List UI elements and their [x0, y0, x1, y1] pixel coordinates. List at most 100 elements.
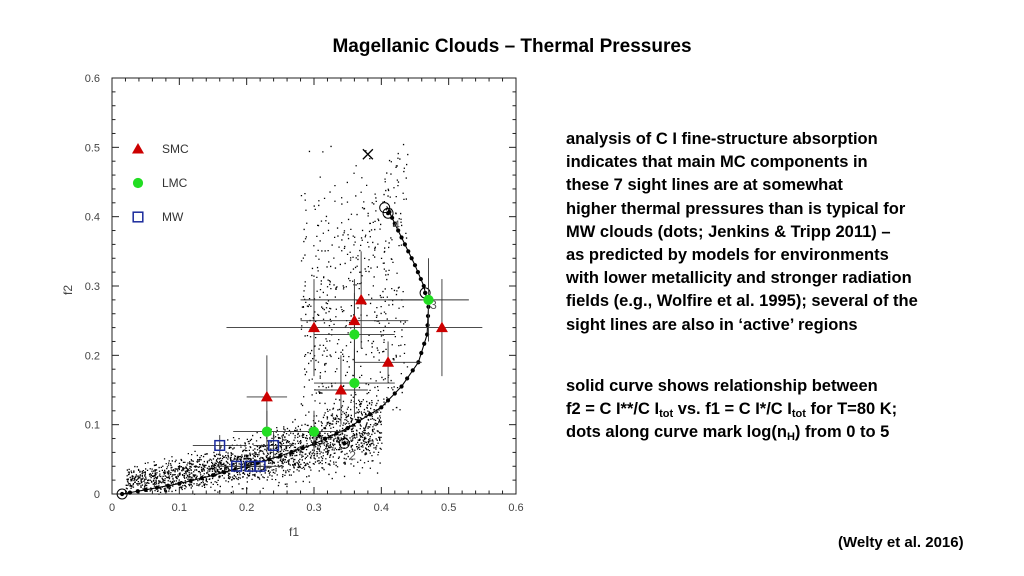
curve-explanation-text: solid curve shows relationship between f… — [566, 375, 897, 445]
mw-point — [268, 439, 280, 452]
lmc-point — [308, 426, 320, 437]
citation: (Welty et al. 2016) — [838, 534, 964, 551]
y-tick-label: 0.5 — [85, 142, 100, 154]
analysis-line: these 7 sight lines are at somewhat — [566, 176, 843, 195]
curve-dot — [412, 263, 418, 268]
curve-end-circle — [116, 488, 128, 500]
legend-label-mw: MW — [162, 210, 184, 224]
curve-dot — [289, 449, 294, 455]
thermal-pressure-chart: 0 0.1 0.2 0.3 0.4 0.5 0.6 0 0.1 0.2 0.3 0.4 0.5 0.6 2… — [61, 73, 524, 539]
y-tick-label: 0 — [94, 489, 100, 501]
analysis-line: sight lines are also in ‘active’ regions — [566, 315, 858, 334]
mw-point — [214, 439, 226, 452]
curve-dot — [267, 457, 272, 462]
y-tick-label: 0.6 — [85, 73, 100, 85]
curve-dot — [323, 436, 328, 441]
smc-point — [308, 321, 320, 333]
curve-dot — [399, 384, 404, 389]
log-nh-label: 4 — [393, 218, 400, 232]
x-tick-label: 0.6 — [508, 502, 523, 514]
curve-dot — [419, 350, 424, 356]
lmc-point — [349, 329, 360, 340]
curve-dot — [154, 485, 159, 490]
curve-dot — [392, 221, 397, 226]
analysis-line: with lower metallicity and stronger radi… — [566, 269, 912, 288]
curve-dot — [120, 491, 125, 497]
lmc-point — [261, 426, 272, 437]
curve-dot — [409, 256, 414, 261]
mw-point — [231, 460, 243, 472]
x-tick-label: 0.2 — [239, 502, 254, 514]
log-nh-label: 2 — [349, 448, 356, 462]
legend-marker-mw — [132, 211, 144, 223]
smc-point — [382, 356, 395, 367]
legend-marker-lmc — [132, 177, 144, 189]
y-tick-label: 0.3 — [85, 281, 100, 293]
smc-point — [334, 384, 347, 395]
model-curve-line — [122, 206, 430, 495]
explanation-line-3: dots along curve mark log(nH) from 0 to … — [566, 423, 890, 444]
analysis-line: indicates that main MC components in — [566, 153, 868, 172]
lmc-point — [423, 294, 434, 305]
curve-dot — [210, 473, 216, 478]
curve-dot — [418, 276, 423, 282]
mw-point — [254, 460, 266, 472]
model-curve: 2 3 4 — [116, 202, 437, 500]
smc-point — [435, 321, 448, 333]
smc-point — [355, 293, 368, 305]
curve-dot — [300, 445, 305, 451]
analysis-text: analysis of C I fine-structure absorptio… — [566, 128, 918, 337]
curve-dot — [199, 475, 204, 481]
curve-dot — [188, 478, 193, 483]
axis-labels: f1 f2 — [61, 285, 299, 539]
explanation-line-1: solid curve shows relationship between — [566, 377, 878, 395]
curve-dot — [143, 487, 148, 492]
curve-dot — [399, 235, 404, 240]
curve-dot — [415, 270, 421, 275]
curve-dot — [422, 341, 427, 346]
smc-point — [260, 390, 273, 402]
curve-dot — [127, 490, 133, 495]
analysis-line: MW clouds (dots; Jenkins & Tripp 2011) – — [566, 222, 891, 241]
curve-dot — [166, 483, 171, 488]
curve-dot — [379, 405, 384, 410]
curve-dot — [177, 481, 182, 486]
curve-dot — [425, 323, 430, 328]
x-tick-label: 0.5 — [441, 502, 456, 514]
lmc-point — [349, 377, 360, 389]
curve-dot — [396, 228, 401, 233]
curve-dot — [368, 412, 373, 417]
analysis-line: fields (e.g., Wolfire et al. 1995); seve… — [566, 292, 918, 311]
y-axis-label: f2 — [61, 285, 75, 295]
curve-dot — [356, 419, 361, 424]
y-tick-label: 0.2 — [85, 350, 100, 362]
curve-dot — [278, 453, 283, 458]
x-tick-label: 0.1 — [172, 502, 187, 514]
log-nh-dot — [423, 290, 428, 295]
curve-dot — [385, 398, 391, 403]
curve-dot — [405, 376, 410, 381]
analysis-line: analysis of C I fine-structure absorptio… — [566, 130, 878, 148]
x-tick-label: 0.3 — [306, 502, 321, 514]
x-axis-label: f1 — [289, 525, 299, 539]
log-nh-circle — [382, 207, 394, 219]
legend-marker-smc — [132, 143, 144, 154]
smc-point — [348, 314, 361, 326]
x-marker — [362, 148, 374, 160]
log-nh-dot — [342, 441, 347, 446]
legend: SMC LMC MW — [132, 142, 189, 224]
legend-label-lmc: LMC — [162, 176, 188, 190]
curve-dot — [392, 391, 397, 396]
axis-ticks: 0 0.1 0.2 0.3 0.4 0.5 0.6 0 0.1 0.2 0.3 0.4 0.5 0.6 — [85, 73, 524, 514]
y-tick-label: 0.1 — [85, 420, 100, 432]
curve-dot — [334, 431, 339, 436]
data-markers — [214, 148, 448, 472]
analysis-line: as predicted by models for environments — [566, 246, 889, 265]
y-tick-label: 0.4 — [85, 212, 100, 224]
analysis-line: higher thermal pressures than is typical… — [566, 199, 906, 218]
curve-end-circle — [379, 202, 391, 214]
explanation-line-2: f2 = C I**/C Itot vs. f1 = C I*/C Itot f… — [566, 400, 898, 421]
x-tick-label: 0 — [109, 502, 115, 514]
curve-dot — [345, 426, 350, 431]
log-nh-circle — [338, 437, 350, 449]
